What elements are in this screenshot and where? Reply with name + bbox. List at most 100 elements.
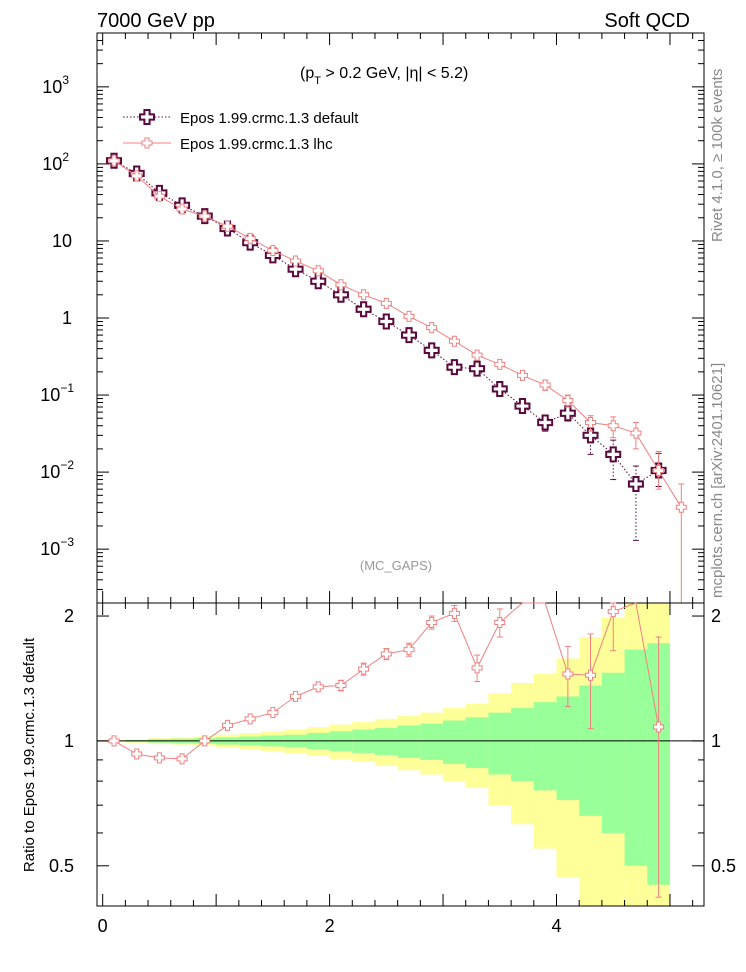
main-ytick-label-base: 10 — [40, 385, 60, 405]
band-inner-bin — [374, 727, 398, 755]
main-ytick-label-base: 10 — [42, 77, 62, 97]
lhc-series-marker — [358, 289, 370, 301]
main-ytick-label-exp: −3 — [60, 535, 74, 549]
lhc-series-marker — [131, 170, 143, 182]
ratio-lhc-series-marker — [267, 707, 279, 719]
default-series-marker — [469, 360, 486, 377]
legend: Epos 1.99.crmc.1.3 default Epos 1.99.crm… — [123, 109, 359, 153]
lhc-series-marker — [607, 420, 619, 432]
main-ytick-label-exp: −2 — [60, 458, 74, 472]
mcplots-reference-label: mcplots.cern.ch [arXiv:2401.10621] — [709, 363, 726, 598]
ratio-lhc-series-marker — [403, 644, 415, 656]
ratio-xtick-label: 2 — [325, 916, 335, 936]
ratio-lhc-series-marker — [562, 668, 574, 680]
ratio-lhc-series-marker — [471, 662, 483, 674]
ratio-lhc-series-marker — [221, 719, 233, 731]
band-inner-bin — [465, 717, 489, 769]
main-ytick-label-base: 1 — [62, 308, 72, 328]
ratio-lhc-series-marker — [335, 680, 347, 692]
band-inner-bin — [511, 708, 534, 782]
ratio-lhc-series-marker — [653, 721, 665, 733]
band-inner-bin — [556, 696, 580, 801]
lhc-series-marker — [335, 279, 347, 291]
cut-label: (pT > 0.2 GeV, |η| < 5.2) — [300, 65, 468, 87]
default-series-marker — [537, 414, 554, 431]
lhc-series-marker — [585, 417, 597, 429]
lhc-series-marker — [267, 245, 279, 257]
band-inner-bin — [443, 720, 466, 764]
lhc-series-marker — [471, 349, 483, 361]
lhc-series-marker — [403, 310, 415, 322]
band-inner-bin — [601, 672, 625, 833]
default-series-marker — [401, 327, 418, 344]
ratio-lhc-series-marker — [607, 606, 619, 618]
ratio-lhc-series-marker — [131, 748, 143, 760]
ratio-lhc-series-marker — [153, 752, 165, 764]
main-ytick-label-base: 10 — [42, 154, 62, 174]
ratio-lhc-series-marker — [426, 616, 438, 628]
legend-default-marker — [139, 109, 155, 125]
legend-lhc-marker — [141, 137, 153, 149]
ratio-ytick-label-left: 2 — [64, 606, 74, 626]
ratio-lhc-series-marker — [358, 663, 370, 675]
ratio-lhc-series-marker — [494, 616, 506, 628]
rivet-version-label: Rivet 4.1.0, ≥ 100k events — [709, 69, 726, 242]
ratio-lhc-series-marker — [312, 681, 324, 693]
default-series-marker — [423, 342, 440, 359]
lhc-series-marker — [675, 501, 687, 513]
main-ytick-label-base: 10 — [40, 539, 60, 559]
default-series-marker — [559, 405, 576, 422]
main-ytick-label-base: 10 — [52, 231, 72, 251]
default-series-marker — [582, 427, 599, 444]
main-ytick-label: 102 — [42, 150, 69, 174]
main-ytick-label: 10−3 — [40, 535, 74, 559]
default-series-marker — [378, 313, 395, 330]
ratio-lhc-series-marker — [585, 669, 597, 681]
default-series-marker — [491, 380, 508, 397]
ratio-lhc-series-marker — [176, 753, 188, 765]
analysis-tag: (MC_GAPS) — [360, 558, 432, 573]
ratio-lhc-series-marker — [448, 607, 460, 619]
band-inner-bin — [533, 702, 557, 791]
main-ytick-label: 10−2 — [40, 458, 74, 482]
default-series-marker — [605, 446, 622, 463]
default-series-marker — [310, 273, 327, 290]
lhc-series-marker — [176, 203, 188, 215]
lhc-series-marker — [108, 155, 120, 167]
lhc-series-marker — [290, 255, 302, 267]
legend-default-label: Epos 1.99.crmc.1.3 default — [180, 110, 359, 127]
band-inner-bin — [579, 685, 602, 816]
cut-label-sub: T — [314, 75, 321, 87]
ratio-lhc-series-marker — [199, 735, 211, 747]
ratio-ytick-label-left: 0.5 — [49, 856, 74, 876]
ratio-xtick-label: 0 — [98, 916, 108, 936]
cut-label-p: (p — [300, 65, 314, 82]
main-ytick-label: 103 — [42, 73, 69, 97]
band-inner-bin — [624, 649, 648, 866]
main-ytick-label-exp: 2 — [62, 150, 69, 164]
lhc-series-marker — [653, 464, 665, 476]
cut-label-rest: > 0.2 GeV, |η| < 5.2) — [321, 65, 468, 82]
ratio-ytick-label-right: 2 — [711, 606, 721, 626]
band-inner-bin — [397, 725, 421, 758]
ratio-ytick-label-right: 1 — [711, 731, 721, 751]
lhc-series-marker — [426, 322, 438, 334]
main-ytick-label-exp: 3 — [62, 73, 69, 87]
ratio-ytick-label-left: 1 — [64, 731, 74, 751]
default-series-marker — [287, 261, 304, 278]
lhc-series-marker — [448, 335, 460, 347]
main-ytick-label: 1 — [62, 308, 72, 328]
header-category-title: Soft QCD — [604, 10, 690, 32]
lhc-series-marker — [153, 190, 165, 202]
ratio-plot: 0.5 0.5 1 1 2 2 0 2 4 — [49, 602, 736, 936]
lhc-series-marker — [244, 232, 256, 244]
default-series-marker — [355, 301, 372, 318]
main-ytick-label: 10 — [52, 231, 72, 251]
main-ytick-label: 10−1 — [40, 381, 74, 405]
ratio-lhc-series-marker — [108, 735, 120, 747]
band-inner-bin — [420, 723, 444, 760]
ratio-frame — [96, 602, 705, 907]
lhc-series-marker — [312, 265, 324, 277]
